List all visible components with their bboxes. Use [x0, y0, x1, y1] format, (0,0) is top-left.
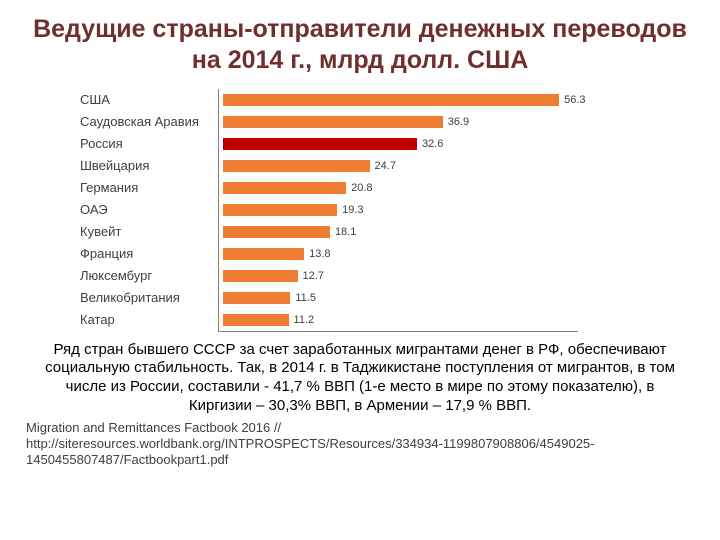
chart-bar [222, 181, 347, 195]
chart-value-label: 11.5 [291, 292, 316, 304]
chart-category-label: Люксембург [80, 268, 222, 283]
chart-category-label: Кувейт [80, 224, 222, 239]
chart-plot-cell: 24.7 [222, 155, 578, 177]
chart-bar [222, 93, 560, 107]
remittance-bar-chart: США56.3Саудовская Аравия36.9Россия32.6Шв… [80, 85, 640, 335]
chart-category-label: Швейцария [80, 158, 222, 173]
chart-row: Германия 20.8 [80, 177, 578, 199]
chart-bar [222, 203, 338, 217]
chart-row: США56.3 [80, 89, 578, 111]
chart-bar [222, 313, 289, 327]
chart-plot-cell: 56.3 [222, 89, 578, 111]
chart-plot-cell: 13.8 [222, 243, 578, 265]
chart-row: Катар 11.2 [80, 309, 578, 331]
chart-category-label: ОАЭ [80, 202, 222, 217]
chart-value-label: 13.8 [305, 248, 330, 260]
chart-value-label: 20.8 [347, 182, 372, 194]
chart-row: Великобритания 11.5 [80, 287, 578, 309]
chart-row: Франция 13.8 [80, 243, 578, 265]
chart-row: Россия 32.6 [80, 133, 578, 155]
chart-bar [222, 269, 298, 283]
chart-row: Люксембург 12.7 [80, 265, 578, 287]
chart-value-label: 24.7 [371, 160, 396, 172]
chart-plot-cell: 19.3 [222, 199, 578, 221]
chart-bar [222, 137, 418, 151]
chart-plot-cell: 18.1 [222, 221, 578, 243]
chart-category-label: Германия [80, 180, 222, 195]
chart-category-label: Катар [80, 312, 222, 327]
chart-plot-cell: 12.7 [222, 265, 578, 287]
chart-row: Кувейт 18.1 [80, 221, 578, 243]
chart-plot-cell: 11.5 [222, 287, 578, 309]
description-paragraph: Ряд стран бывшего СССР за счет заработан… [38, 341, 682, 416]
chart-category-label: Великобритания [80, 290, 222, 305]
chart-category-label: Россия [80, 136, 222, 151]
chart-bar [222, 159, 370, 173]
chart-value-label: 19.3 [338, 204, 363, 216]
chart-value-label: 56.3 [560, 94, 585, 106]
chart-category-label: Саудовская Аравия [80, 114, 222, 129]
chart-value-label: 11.2 [290, 314, 315, 326]
chart-value-label: 32.6 [418, 138, 443, 150]
chart-bar [222, 291, 291, 305]
chart-plot-cell: 20.8 [222, 177, 578, 199]
chart-row: Швейцария 24.7 [80, 155, 578, 177]
chart-category-label: США [80, 92, 222, 107]
slide-title: Ведущие страны-отправители денежных пере… [20, 14, 700, 77]
chart-plot-cell: 36.9 [222, 111, 578, 133]
chart-bar [222, 247, 305, 261]
chart-category-label: Франция [80, 246, 222, 261]
chart-bar [222, 225, 331, 239]
chart-row: ОАЭ 19.3 [80, 199, 578, 221]
chart-plot-cell: 11.2 [222, 309, 578, 331]
chart-value-label: 18.1 [331, 226, 356, 238]
chart-x-axis [218, 331, 578, 332]
chart-value-label: 36.9 [444, 116, 469, 128]
chart-plot-cell: 32.6 [222, 133, 578, 155]
chart-bar [222, 115, 443, 129]
source-citation: Migration and Remittances Factbook 2016 … [26, 420, 682, 469]
chart-value-label: 12.7 [299, 270, 324, 282]
chart-row: Саудовская Аравия 36.9 [80, 111, 578, 133]
